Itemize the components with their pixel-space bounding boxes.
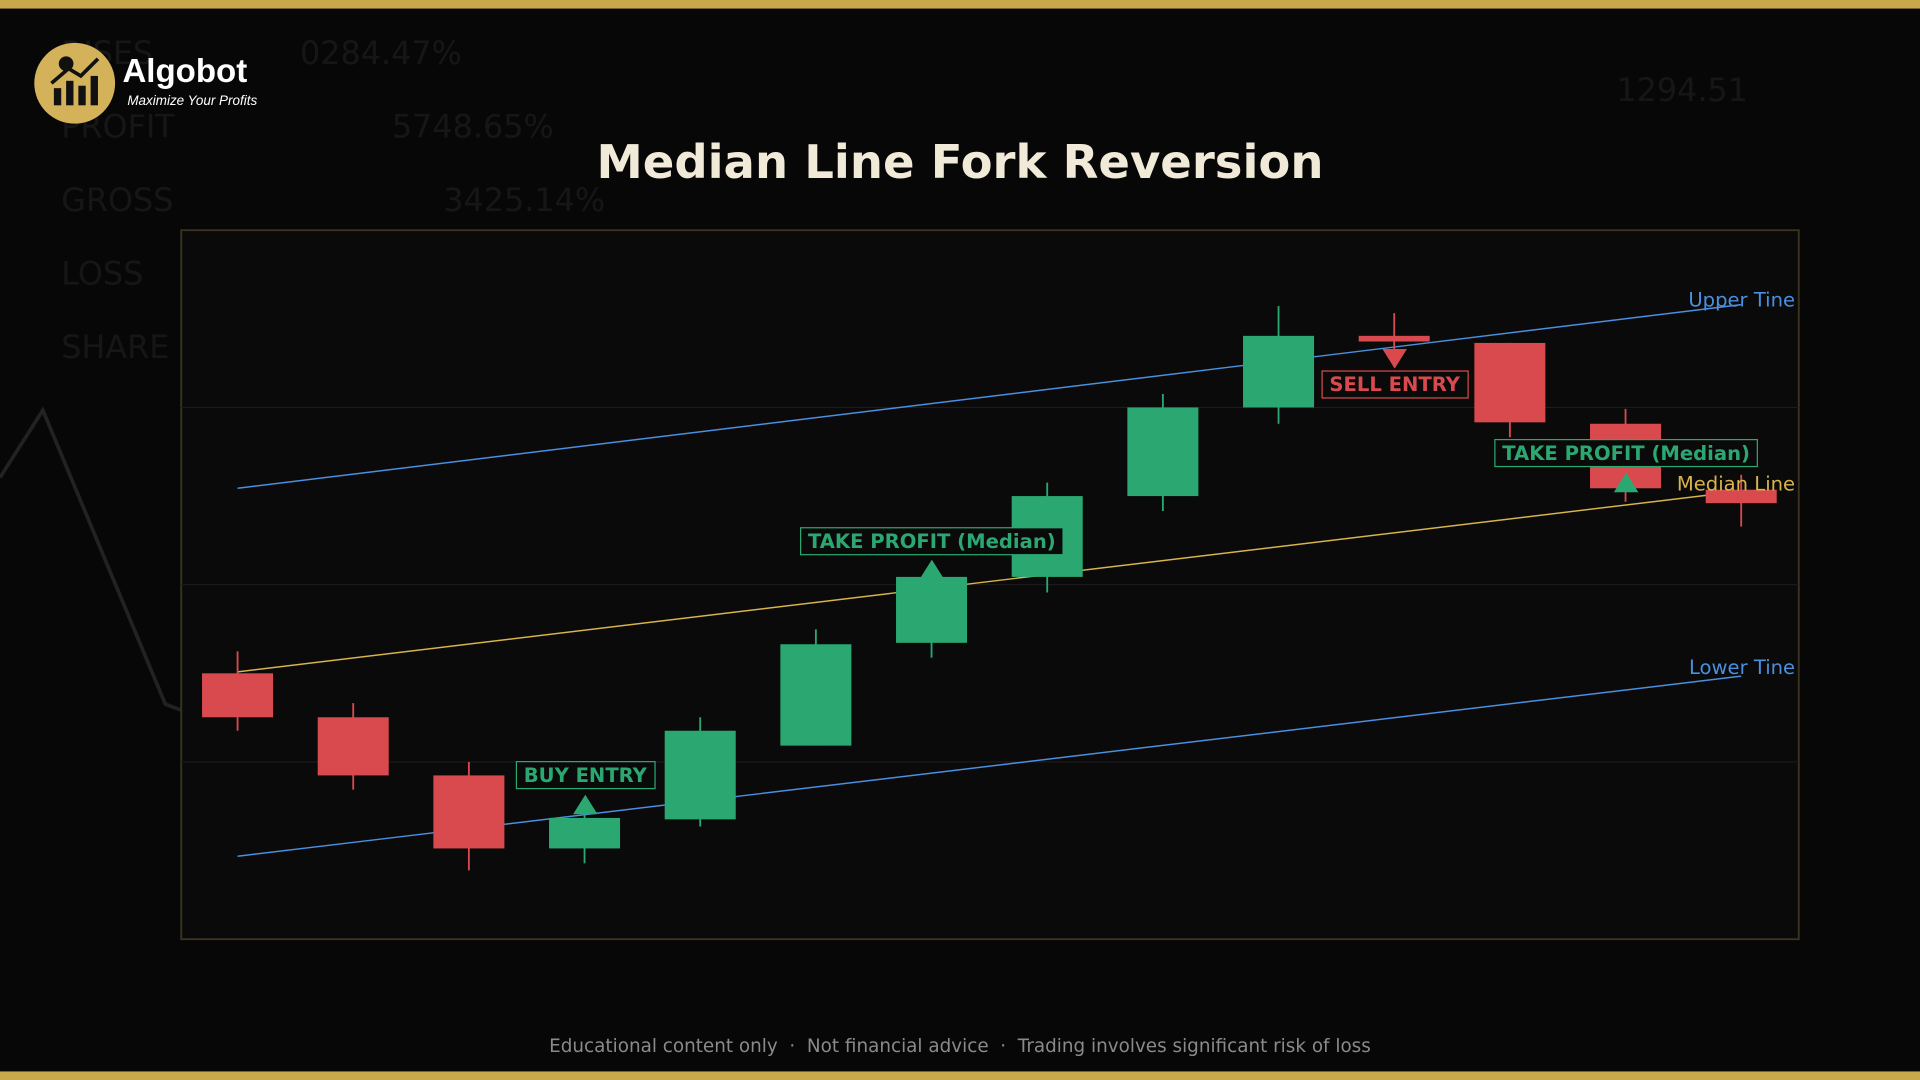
annotation-arrow — [1613, 472, 1639, 493]
logo-badge — [34, 42, 116, 124]
brand: Algobot — [122, 53, 247, 90]
background-stat: GROSS — [61, 181, 173, 219]
logo: Algobot Maximize Your Profits — [34, 42, 257, 124]
annotation-box — [1321, 370, 1469, 399]
logo-icon — [66, 80, 74, 106]
chart-title: Median Line Fork Reversion — [596, 135, 1323, 189]
annotation-box — [1494, 438, 1758, 468]
background-stat: SHARE — [61, 328, 169, 366]
annotation-box — [515, 761, 656, 790]
candle-body — [1474, 342, 1546, 423]
top-border — [0, 0, 1920, 9]
bottom-border — [0, 1071, 1920, 1080]
annotation-arrow — [1382, 348, 1407, 369]
plot: Upper Tine Median Line Lower Tine BUY ENTRY… — [181, 289, 1799, 871]
annotation: TAKE PROFIT (Median) — [1502, 442, 1750, 465]
candle-body — [1127, 407, 1199, 497]
logo-icon — [53, 88, 62, 106]
candle-body — [780, 644, 852, 746]
logo-icon — [58, 56, 74, 72]
annotation-arrow — [919, 559, 945, 580]
background-stat: 0284.47% — [300, 34, 462, 72]
candle-body — [202, 673, 274, 718]
tagline: Maximize Your Profits — [127, 93, 257, 108]
background-stat: LOSS — [61, 255, 143, 293]
logo-icon — [50, 57, 100, 85]
background-stat: 1294.51 — [1616, 71, 1748, 109]
line-label: Median Line — [1677, 472, 1795, 495]
annotation-arrow — [573, 794, 598, 815]
candle-body — [317, 717, 389, 776]
candle-body — [896, 576, 968, 643]
background-stat: 5748.65% — [392, 108, 554, 146]
candle-body — [433, 775, 505, 849]
annotation: SELL ENTRY — [1329, 373, 1460, 396]
annotation-box — [799, 527, 1064, 556]
annotation: BUY ENTRY — [524, 764, 648, 787]
logo-icon — [78, 85, 86, 106]
annotation: TAKE PROFIT (Median) — [808, 530, 1056, 553]
logo-icon — [90, 75, 98, 106]
decor-line — [0, 406, 182, 712]
candle-body — [664, 730, 736, 820]
fork-line — [237, 490, 1742, 673]
line-label: Lower Tine — [1689, 656, 1795, 679]
candle-body — [549, 817, 621, 849]
candle-body — [1243, 335, 1315, 408]
background-stats: RISES 0284.47%PROFIT 5748.65%GROSS 3425.14%… — [61, 34, 1748, 366]
line-label: Upper Tine — [1688, 289, 1795, 312]
footer: Educational content only · Not financial… — [549, 1036, 1371, 1057]
background-stat: 3425.14% — [443, 181, 605, 219]
candle-body — [1705, 489, 1777, 504]
fork-line — [237, 303, 1742, 490]
candle-body — [1358, 335, 1430, 342]
